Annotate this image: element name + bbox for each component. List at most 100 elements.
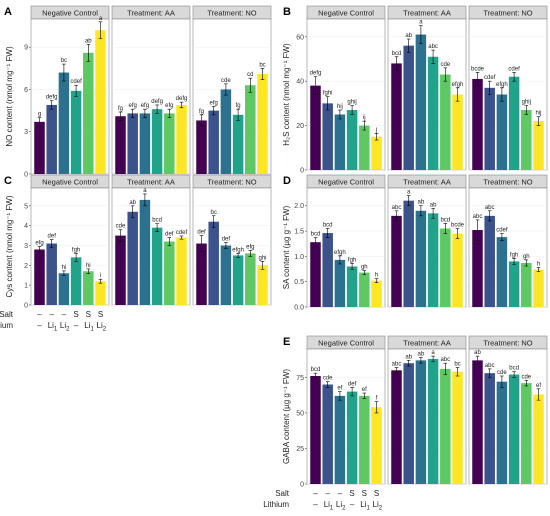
significance-letter: bcd	[323, 223, 333, 229]
bar	[427, 213, 439, 307]
bar	[371, 280, 382, 307]
y-tick-label: 0	[24, 172, 28, 179]
significance-letter: ab	[418, 352, 425, 358]
significance-letter: cd	[247, 72, 253, 78]
significance-letter: cde	[440, 62, 450, 68]
x-salt-tick: –	[325, 489, 330, 498]
bar	[115, 235, 126, 305]
y-tick-label: 2	[24, 263, 28, 270]
bar	[58, 72, 70, 174]
significance-letter: cdef	[176, 230, 188, 236]
significance-letter: bcde	[451, 223, 465, 229]
significance-letter: def	[48, 234, 57, 240]
significance-letter: fg	[236, 103, 241, 109]
bar	[440, 228, 451, 307]
bar	[115, 116, 126, 174]
significance-letter: defg	[151, 99, 163, 105]
x-salt-tick: –	[62, 310, 67, 319]
bar	[371, 407, 382, 484]
panel-letter: C	[4, 175, 12, 187]
bar	[391, 63, 402, 170]
bar	[164, 113, 175, 174]
significance-letter: defg	[310, 71, 322, 77]
bar	[359, 272, 370, 307]
significance-letter: bc	[61, 58, 67, 64]
bar	[95, 281, 106, 305]
significance-letter: abc	[440, 357, 450, 363]
y-tick-label: 3	[24, 129, 28, 136]
bar	[452, 94, 463, 170]
x-salt-tick: –	[49, 310, 54, 319]
facet-title: Treatment: NO	[207, 178, 256, 187]
bar	[403, 200, 414, 307]
y-tick-label: 9	[24, 45, 28, 52]
bar	[70, 257, 82, 305]
bar	[371, 136, 382, 170]
x-row-label-lithium: Lithium	[0, 321, 13, 330]
bar	[472, 78, 483, 170]
bar	[232, 114, 244, 174]
significance-letter: ef	[536, 383, 541, 389]
x-lithium-tick: –	[350, 500, 355, 509]
bar	[533, 269, 544, 307]
x-salt-tick: –	[37, 310, 42, 319]
bar	[484, 215, 495, 307]
significance-letter: defg	[176, 96, 188, 102]
bar	[245, 253, 256, 305]
x-salt-tick: –	[338, 489, 343, 498]
y-tick-label: 0.0	[294, 305, 304, 312]
significance-letter: bc	[211, 210, 217, 216]
facet-title: Treatment: AA	[127, 178, 175, 187]
significance-letter: hij	[337, 104, 343, 110]
bar	[391, 370, 402, 484]
facet-title: Treatment: NO	[483, 178, 532, 187]
significance-letter: h	[537, 262, 540, 268]
bar	[127, 211, 138, 305]
bar	[176, 104, 187, 174]
bar	[139, 199, 151, 305]
significance-letter: bcd	[509, 366, 519, 372]
bar	[452, 371, 463, 484]
y-axis-label: NO content (nmol mg⁻¹ FW)	[5, 46, 14, 147]
y-tick-label: 1.0	[294, 254, 304, 261]
x-salt-tick: S	[98, 310, 103, 319]
significance-letter: bcd	[311, 232, 321, 238]
x-lithium-tick: Li1	[84, 321, 94, 333]
bar	[484, 373, 495, 484]
facet-title: Treatment: AA	[403, 9, 451, 18]
significance-letter: ef	[362, 387, 367, 393]
bar	[310, 85, 321, 170]
y-tick-label: 2.0	[294, 203, 304, 210]
significance-letter: j	[375, 127, 377, 133]
bar	[496, 237, 508, 307]
bar	[346, 266, 358, 307]
bar	[496, 94, 508, 170]
bar	[452, 233, 463, 307]
bar	[310, 376, 321, 484]
bar	[334, 114, 346, 170]
significance-letter: bc	[454, 361, 460, 367]
y-tick-label: 40	[296, 79, 304, 86]
significance-letter: ghi	[258, 255, 266, 261]
y-axis-label: SA content (µg g⁻¹ FW)	[282, 205, 291, 289]
bar	[220, 245, 232, 305]
y-tick-label: 5	[24, 203, 28, 210]
bar	[508, 374, 520, 484]
y-tick-label: 50	[296, 410, 304, 417]
significance-letter: a	[143, 188, 147, 194]
panel-a: A NO content (nmol mg⁻¹ FW) 0 3 6 9 Negative C…	[4, 5, 272, 179]
significance-letter: abc	[485, 363, 495, 369]
bar	[34, 121, 45, 174]
bar	[46, 243, 57, 305]
y-tick-label: 3	[24, 243, 28, 250]
significance-letter: fgh	[72, 247, 80, 253]
significance-letter: ab	[474, 350, 481, 356]
significance-letter: bcd	[392, 51, 402, 57]
significance-letter: f	[376, 396, 378, 402]
panel-letter: A	[4, 6, 12, 18]
significance-letter: hi	[86, 263, 91, 269]
panel-letter: E	[283, 336, 290, 348]
facet-title: Treatment: NO	[483, 9, 532, 18]
significance-letter: cde	[497, 370, 507, 376]
